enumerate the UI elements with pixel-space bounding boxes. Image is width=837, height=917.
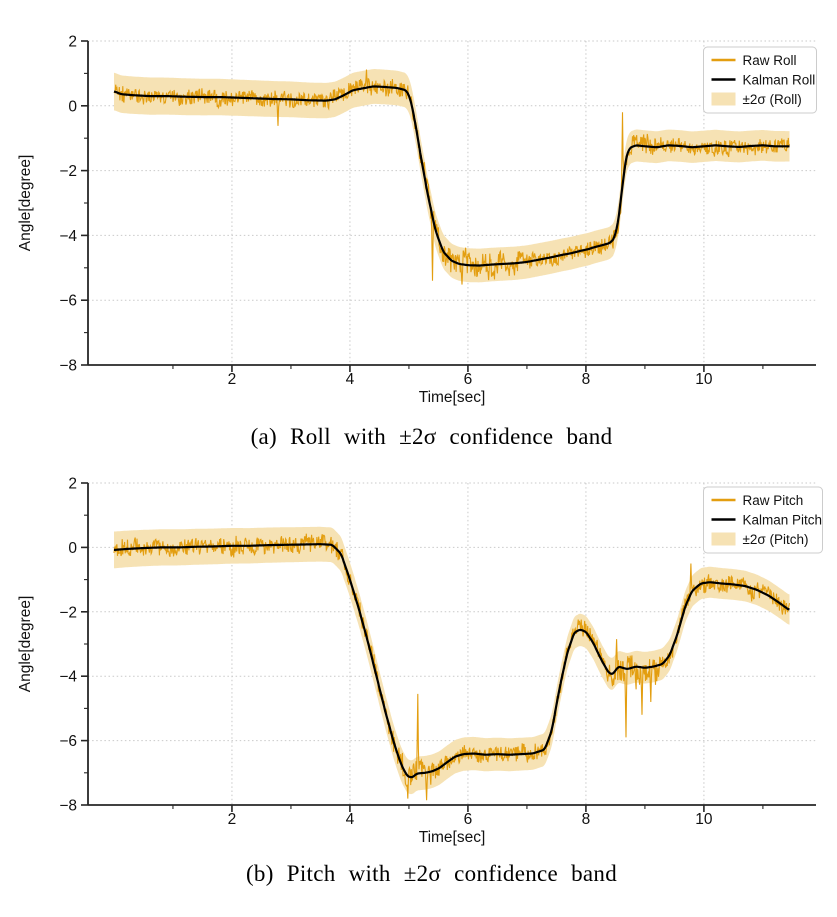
pitch-x-tick-label: 6 [464, 811, 473, 828]
pitch-x-tick-label: 4 [346, 811, 355, 828]
roll-legend-label: ±2σ (Roll) [743, 92, 802, 107]
pitch-ylabel: Angle[degree] [17, 596, 34, 693]
pitch-legend-label: ±2σ (Pitch) [743, 532, 809, 547]
roll-legend-swatch [711, 92, 736, 106]
pitch-raw-line [113, 533, 791, 801]
pitch-legend: Raw Pitch Kalman Pitch ±2σ (Pitch) [703, 486, 823, 554]
roll-x-tick-label: 4 [346, 371, 355, 388]
pitch-x-tick-label: 8 [582, 811, 591, 828]
roll-y-tick-label: −8 [59, 358, 77, 375]
roll-x-tick-label: 10 [695, 371, 713, 388]
pitch-x-tick-label: 10 [695, 811, 713, 828]
roll-xlabel: Time[sec] [419, 389, 486, 406]
roll-chart-svg: 2 4 6 8 10 2 0 −2 −4 −6 −8 Time[sec] Angle[degree] Ra… [17, 34, 817, 406]
roll-y-tick-label: −2 [59, 163, 77, 180]
roll-y-tick-label: −6 [59, 293, 77, 310]
roll-y-tick-label: 0 [68, 98, 77, 115]
pitch-kalman-line [113, 543, 790, 779]
roll-legend: Raw Roll Kalman Roll ±2σ (Roll) [703, 46, 817, 114]
roll-caption: (a) Roll with ±2σ confidence band [250, 424, 613, 449]
pitch-y-tick-label: 0 [68, 540, 77, 557]
roll-x-tick-label: 2 [228, 371, 237, 388]
pitch-y-tick-label: −8 [59, 798, 77, 815]
roll-raw-line [113, 69, 791, 285]
pitch-legend-label: Raw Pitch [743, 493, 804, 508]
pitch-chart-svg: 2 4 6 8 10 2 0 −2 −4 −6 −8 Time[sec] Angle[degree] Ra… [17, 476, 823, 846]
roll-series [113, 69, 791, 285]
pitch-x-tick-label: 2 [228, 811, 237, 828]
pitch-series [113, 526, 791, 801]
pitch-y-tick-label: −2 [59, 604, 77, 621]
roll-y-tick-label: 2 [68, 34, 77, 51]
pitch-y-tick-label: 2 [68, 476, 77, 493]
pitch-plot: 2 4 6 8 10 2 0 −2 −4 −6 −8 Time[sec] Angle[degree] Ra… [0, 440, 837, 852]
roll-y-tick-label: −4 [59, 228, 77, 245]
roll-ylabel: Angle[degree] [17, 155, 34, 252]
roll-kalman-line [113, 85, 790, 267]
roll-legend-label: Kalman Roll [743, 72, 816, 87]
pitch-legend-swatch [711, 532, 736, 546]
pitch-xlabel: Time[sec] [419, 829, 486, 846]
pitch-axes: 2 4 6 8 10 2 0 −2 −4 −6 −8 [59, 476, 816, 828]
pitch-confidence-band [114, 526, 790, 795]
pitch-caption: (b) Pitch with ±2σ confidence band [245, 861, 618, 886]
pitch-y-tick-label: −4 [59, 669, 77, 686]
roll-x-tick-label: 6 [464, 371, 473, 388]
roll-plot: 2 4 6 8 10 2 0 −2 −4 −6 −8 Time[sec] Angle[degree] Ra… [0, 0, 837, 412]
roll-x-tick-label: 8 [582, 371, 591, 388]
pitch-y-tick-label: −6 [59, 733, 77, 750]
roll-axes: 2 4 6 8 10 2 0 −2 −4 −6 −8 [59, 34, 816, 388]
roll-confidence-band [114, 69, 790, 283]
pitch-legend-label: Kalman Pitch [743, 512, 823, 527]
roll-legend-label: Raw Roll [743, 53, 797, 68]
